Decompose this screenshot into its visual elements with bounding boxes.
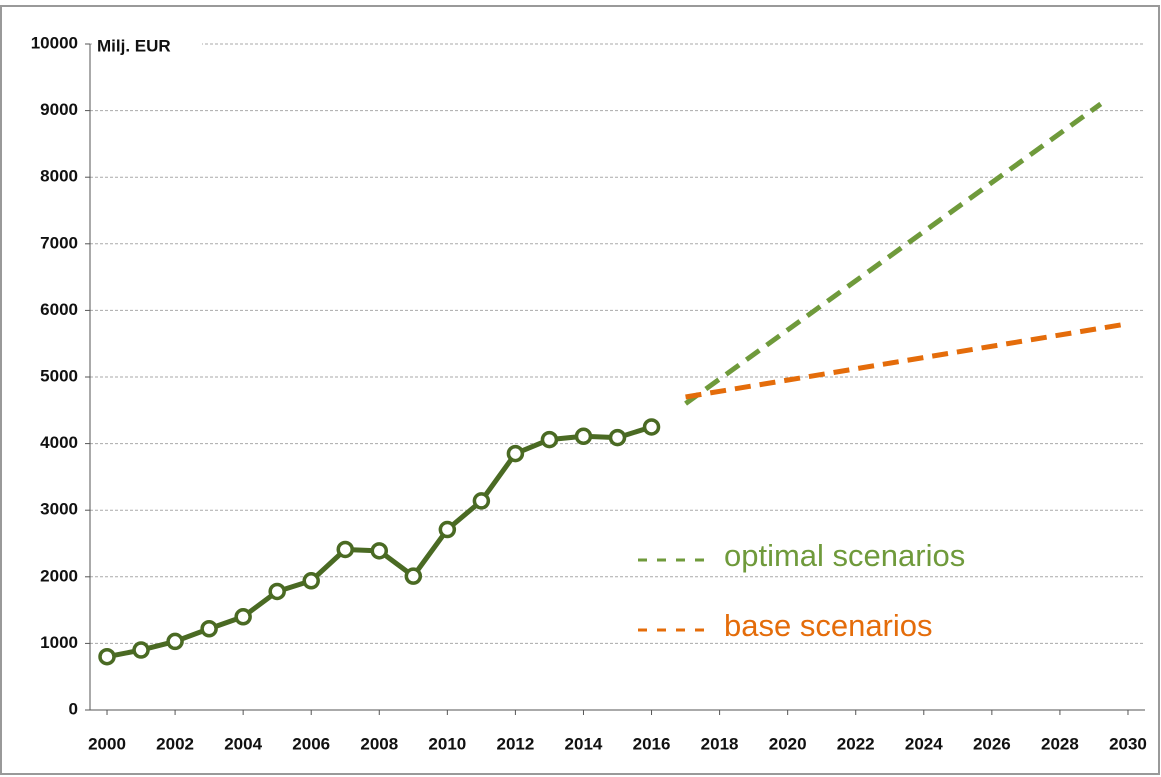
point-marker [642, 418, 661, 436]
x-tick-label: 2012 [496, 734, 534, 753]
point-marker [438, 520, 457, 539]
y-tick-label: 4000 [40, 433, 78, 452]
point-marker [166, 632, 184, 651]
point-marker [574, 427, 593, 446]
x-tick-label: 2024 [905, 734, 943, 753]
point-marker [200, 619, 218, 638]
legend-label: optimal scenarios [724, 538, 965, 573]
x-tick-label: 2016 [633, 734, 671, 753]
point-marker [370, 542, 389, 560]
x-tick-label: 2014 [565, 734, 603, 753]
x-tick-label: 2018 [701, 734, 739, 753]
y-tick-label: 3000 [40, 500, 78, 519]
point-marker [506, 444, 525, 463]
x-tick-label: 2006 [292, 734, 330, 753]
x-tick-label: 2004 [224, 734, 262, 753]
y-tick-label: 5000 [40, 366, 78, 385]
y-tick-label: 7000 [40, 233, 78, 252]
point-marker [268, 582, 286, 601]
point-marker [336, 540, 354, 559]
point-marker [404, 567, 423, 585]
x-tick-label: 2020 [769, 734, 807, 753]
x-tick-label: 2022 [837, 734, 875, 753]
y-axis-label: Milj. EUR [97, 36, 171, 55]
y-tick-label: 8000 [40, 167, 78, 186]
point-marker [132, 641, 150, 659]
series-line [684, 101, 1103, 406]
x-tick-label: 2028 [1041, 734, 1079, 753]
y-tick-label: 10000 [31, 33, 78, 52]
x-tick-label: 2008 [360, 734, 398, 753]
x-tick-label: 2030 [1109, 734, 1147, 753]
y-tick-label: 6000 [40, 300, 78, 319]
legend-label: base scenarios [724, 608, 933, 643]
x-tick-label: 2002 [156, 734, 194, 753]
y-tick-label: 2000 [40, 566, 78, 585]
x-tick-label: 2000 [88, 734, 126, 753]
y-tick-label: 9000 [40, 100, 78, 119]
chart-frame [0, 5, 1160, 775]
y-tick-label: 0 [69, 699, 78, 718]
point-marker [302, 572, 320, 590]
point-marker [608, 428, 627, 447]
y-tick-label: 1000 [40, 633, 78, 652]
point-marker [234, 608, 252, 626]
point-marker [472, 492, 491, 510]
point-marker [98, 647, 116, 666]
point-marker [540, 430, 559, 449]
y-label-bg [92, 34, 202, 58]
x-tick-label: 2010 [428, 734, 466, 753]
x-tick-label: 2026 [973, 734, 1011, 753]
